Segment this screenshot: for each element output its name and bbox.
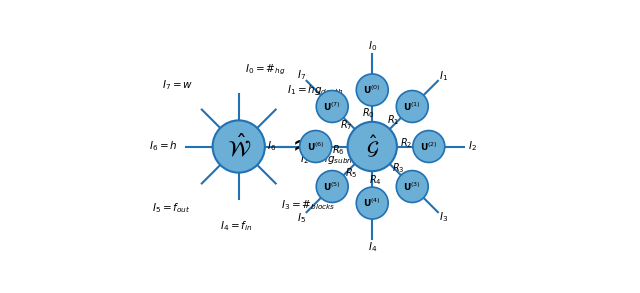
Text: $\mathbf{U}^{(5)}$: $\mathbf{U}^{(5)}$ (323, 180, 341, 193)
Text: $\mathbf{U}^{(3)}$: $\mathbf{U}^{(3)}$ (403, 180, 421, 193)
Text: $\mathbf{U}^{(6)}$: $\mathbf{U}^{(6)}$ (307, 140, 324, 153)
Text: $I_0 = \#_{hg}$: $I_0 = \#_{hg}$ (244, 62, 285, 77)
Text: $R_3$: $R_3$ (392, 161, 404, 175)
Text: $\mathbf{U}^{(4)}$: $\mathbf{U}^{(4)}$ (364, 197, 381, 209)
Circle shape (212, 120, 265, 173)
Text: $R_4$: $R_4$ (369, 173, 382, 187)
Circle shape (316, 91, 348, 122)
Text: $\mathbf{U}^{(1)}$: $\mathbf{U}^{(1)}$ (403, 100, 421, 113)
Circle shape (396, 171, 428, 202)
Text: $\mathbf{U}^{(7)}$: $\mathbf{U}^{(7)}$ (323, 100, 341, 113)
Text: $R_1$: $R_1$ (387, 113, 399, 127)
Circle shape (356, 74, 388, 106)
Text: $I_7$: $I_7$ (297, 69, 306, 82)
Circle shape (396, 91, 428, 122)
Text: $I_3$: $I_3$ (438, 211, 448, 224)
Text: $I_7 = w$: $I_7 = w$ (162, 78, 193, 92)
Circle shape (300, 131, 332, 162)
Text: $I_0$: $I_0$ (367, 40, 377, 53)
Text: $\mathbf{U}^{(0)}$: $\mathbf{U}^{(0)}$ (364, 84, 381, 96)
Text: $\hat{\mathcal{G}}$: $\hat{\mathcal{G}}$ (365, 133, 379, 160)
Text: $I_6$: $I_6$ (268, 139, 276, 154)
Circle shape (413, 131, 445, 162)
Text: $R_2$: $R_2$ (399, 136, 412, 150)
Text: $I_5 = f_{out}$: $I_5 = f_{out}$ (152, 201, 190, 215)
Text: $I_4 = f_{in}$: $I_4 = f_{in}$ (220, 219, 252, 233)
Circle shape (356, 187, 388, 219)
Text: $I_1$: $I_1$ (438, 69, 448, 83)
Text: $I_5$: $I_5$ (297, 211, 306, 224)
Text: ≈: ≈ (291, 132, 317, 161)
Text: $R_6$: $R_6$ (332, 143, 345, 157)
Text: $I_2$: $I_2$ (468, 139, 477, 154)
Circle shape (348, 122, 397, 171)
Text: $I_1 = hg_{depth}$: $I_1 = hg_{depth}$ (287, 84, 344, 98)
Text: $I_2 = hg_{subnet}$: $I_2 = hg_{subnet}$ (300, 152, 361, 166)
Text: $R_0$: $R_0$ (362, 106, 375, 120)
Text: $\hat{\mathcal{W}}$: $\hat{\mathcal{W}}$ (227, 133, 251, 160)
Text: $I_4$: $I_4$ (367, 240, 377, 254)
Circle shape (316, 171, 348, 202)
Text: $\mathbf{U}^{(2)}$: $\mathbf{U}^{(2)}$ (420, 140, 438, 153)
Text: $R_7$: $R_7$ (340, 118, 353, 132)
Text: $R_5$: $R_5$ (345, 166, 357, 180)
Text: $I_6 = h$: $I_6 = h$ (149, 139, 178, 154)
Text: $I_3 = \#_{blocks}$: $I_3 = \#_{blocks}$ (282, 198, 336, 212)
